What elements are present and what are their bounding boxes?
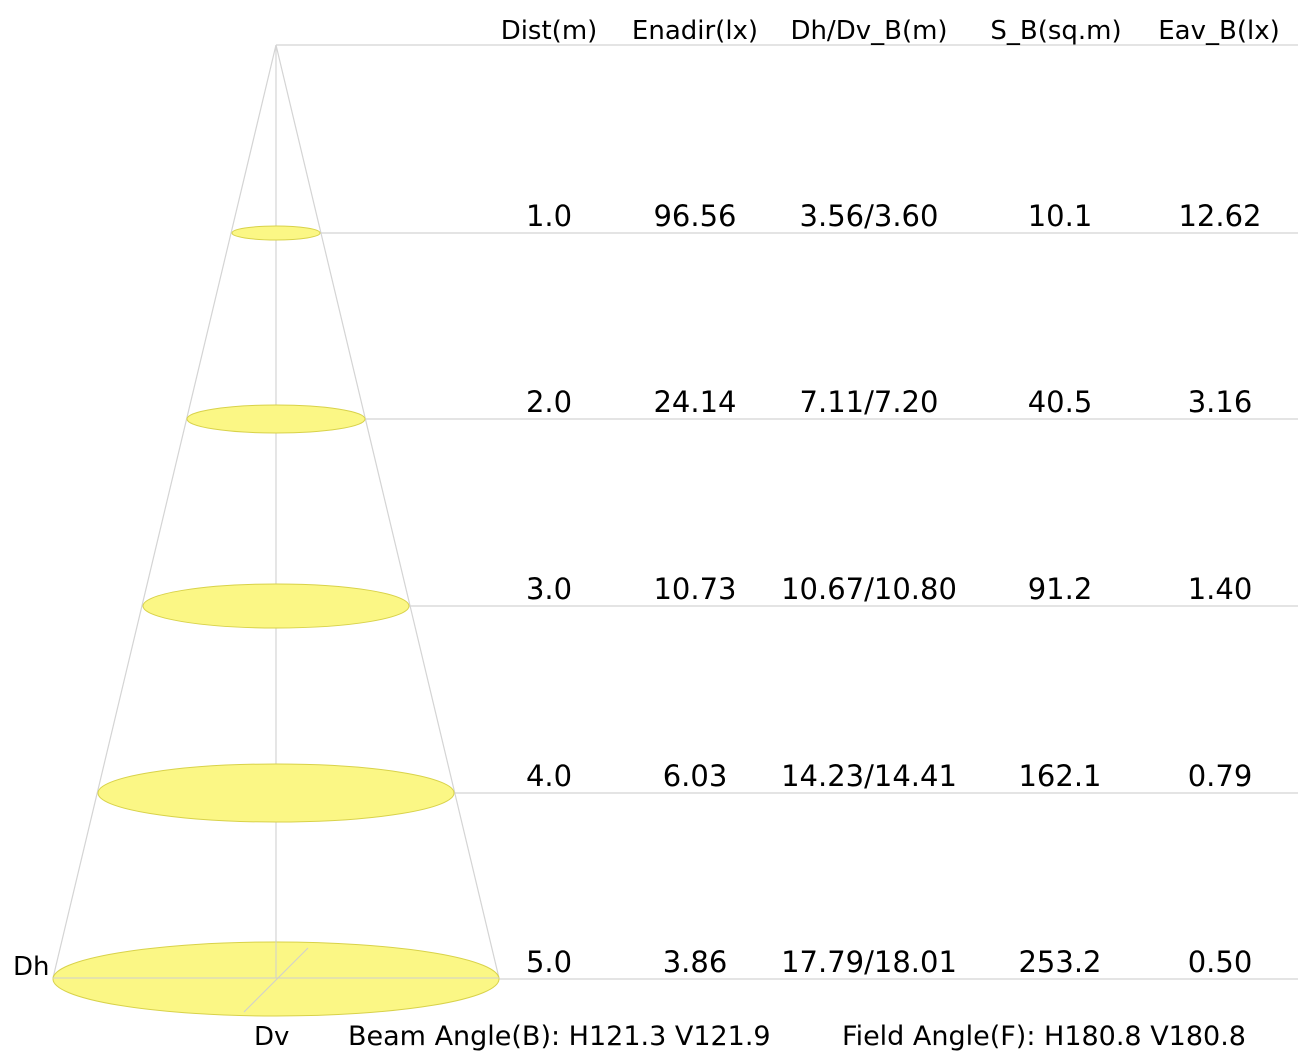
header-eav: Eav_B(lx) bbox=[1158, 16, 1279, 46]
header-dist: Dist(m) bbox=[501, 16, 598, 46]
dist-value: 3.0 bbox=[526, 572, 572, 606]
eav-value: 0.79 bbox=[1188, 759, 1253, 793]
beam-spot bbox=[142, 583, 410, 629]
beam-spot bbox=[186, 404, 366, 434]
eav-value: 3.16 bbox=[1188, 385, 1253, 419]
enadir-value: 6.03 bbox=[663, 759, 728, 793]
area-value: 162.1 bbox=[1018, 759, 1101, 793]
dh-dv-value: 3.56/3.60 bbox=[800, 199, 939, 233]
cone-left-edge bbox=[52, 44, 277, 979]
dv-axis-line bbox=[243, 947, 309, 1013]
enadir-value: 3.86 bbox=[663, 945, 728, 979]
beam-row: 2.0 24.14 7.11/7.20 40.5 3.16 bbox=[186, 385, 1298, 434]
beam-spot bbox=[231, 225, 321, 241]
beam-row: 5.0 3.86 17.79/18.01 253.2 0.50 bbox=[52, 941, 1298, 1017]
dh-dv-value: 7.11/7.20 bbox=[800, 385, 939, 419]
area-value: 253.2 bbox=[1018, 945, 1101, 979]
dist-value: 2.0 bbox=[526, 385, 572, 419]
beam-row: 4.0 6.03 14.23/14.41 162.1 0.79 bbox=[97, 759, 1298, 823]
area-value: 91.2 bbox=[1028, 572, 1093, 606]
cone-right-edge bbox=[275, 44, 500, 979]
enadir-value: 96.56 bbox=[653, 199, 736, 233]
enadir-value: 10.73 bbox=[653, 572, 736, 606]
enadir-value: 24.14 bbox=[653, 385, 736, 419]
beam-row: 3.0 10.73 10.67/10.80 91.2 1.40 bbox=[142, 572, 1298, 629]
beam-row: 1.0 96.56 3.56/3.60 10.1 12.62 bbox=[231, 199, 1298, 241]
dh-label: Dh bbox=[13, 952, 50, 982]
eav-value: 1.40 bbox=[1188, 572, 1253, 606]
dist-value: 4.0 bbox=[526, 759, 572, 793]
header-area: S_B(sq.m) bbox=[990, 16, 1121, 46]
header-dh-dv: Dh/Dv_B(m) bbox=[790, 16, 947, 46]
dv-label: Dv bbox=[254, 1022, 289, 1052]
beam-angle-text: Beam Angle(B): H121.3 V121.9 bbox=[348, 1021, 771, 1052]
dist-value: 5.0 bbox=[526, 945, 572, 979]
area-value: 10.1 bbox=[1028, 199, 1093, 233]
beam-spot bbox=[97, 763, 455, 823]
eav-value: 0.50 bbox=[1188, 945, 1253, 979]
eav-value: 12.62 bbox=[1178, 199, 1261, 233]
field-angle-text: Field Angle(F): H180.8 V180.8 bbox=[842, 1021, 1246, 1052]
header-enadir: Enadir(lx) bbox=[632, 16, 758, 46]
dh-dv-value: 14.23/14.41 bbox=[781, 759, 957, 793]
dh-dv-value: 17.79/18.01 bbox=[781, 945, 957, 979]
dist-value: 1.0 bbox=[526, 199, 572, 233]
area-value: 40.5 bbox=[1028, 385, 1093, 419]
dh-dv-value: 10.67/10.80 bbox=[781, 572, 957, 606]
